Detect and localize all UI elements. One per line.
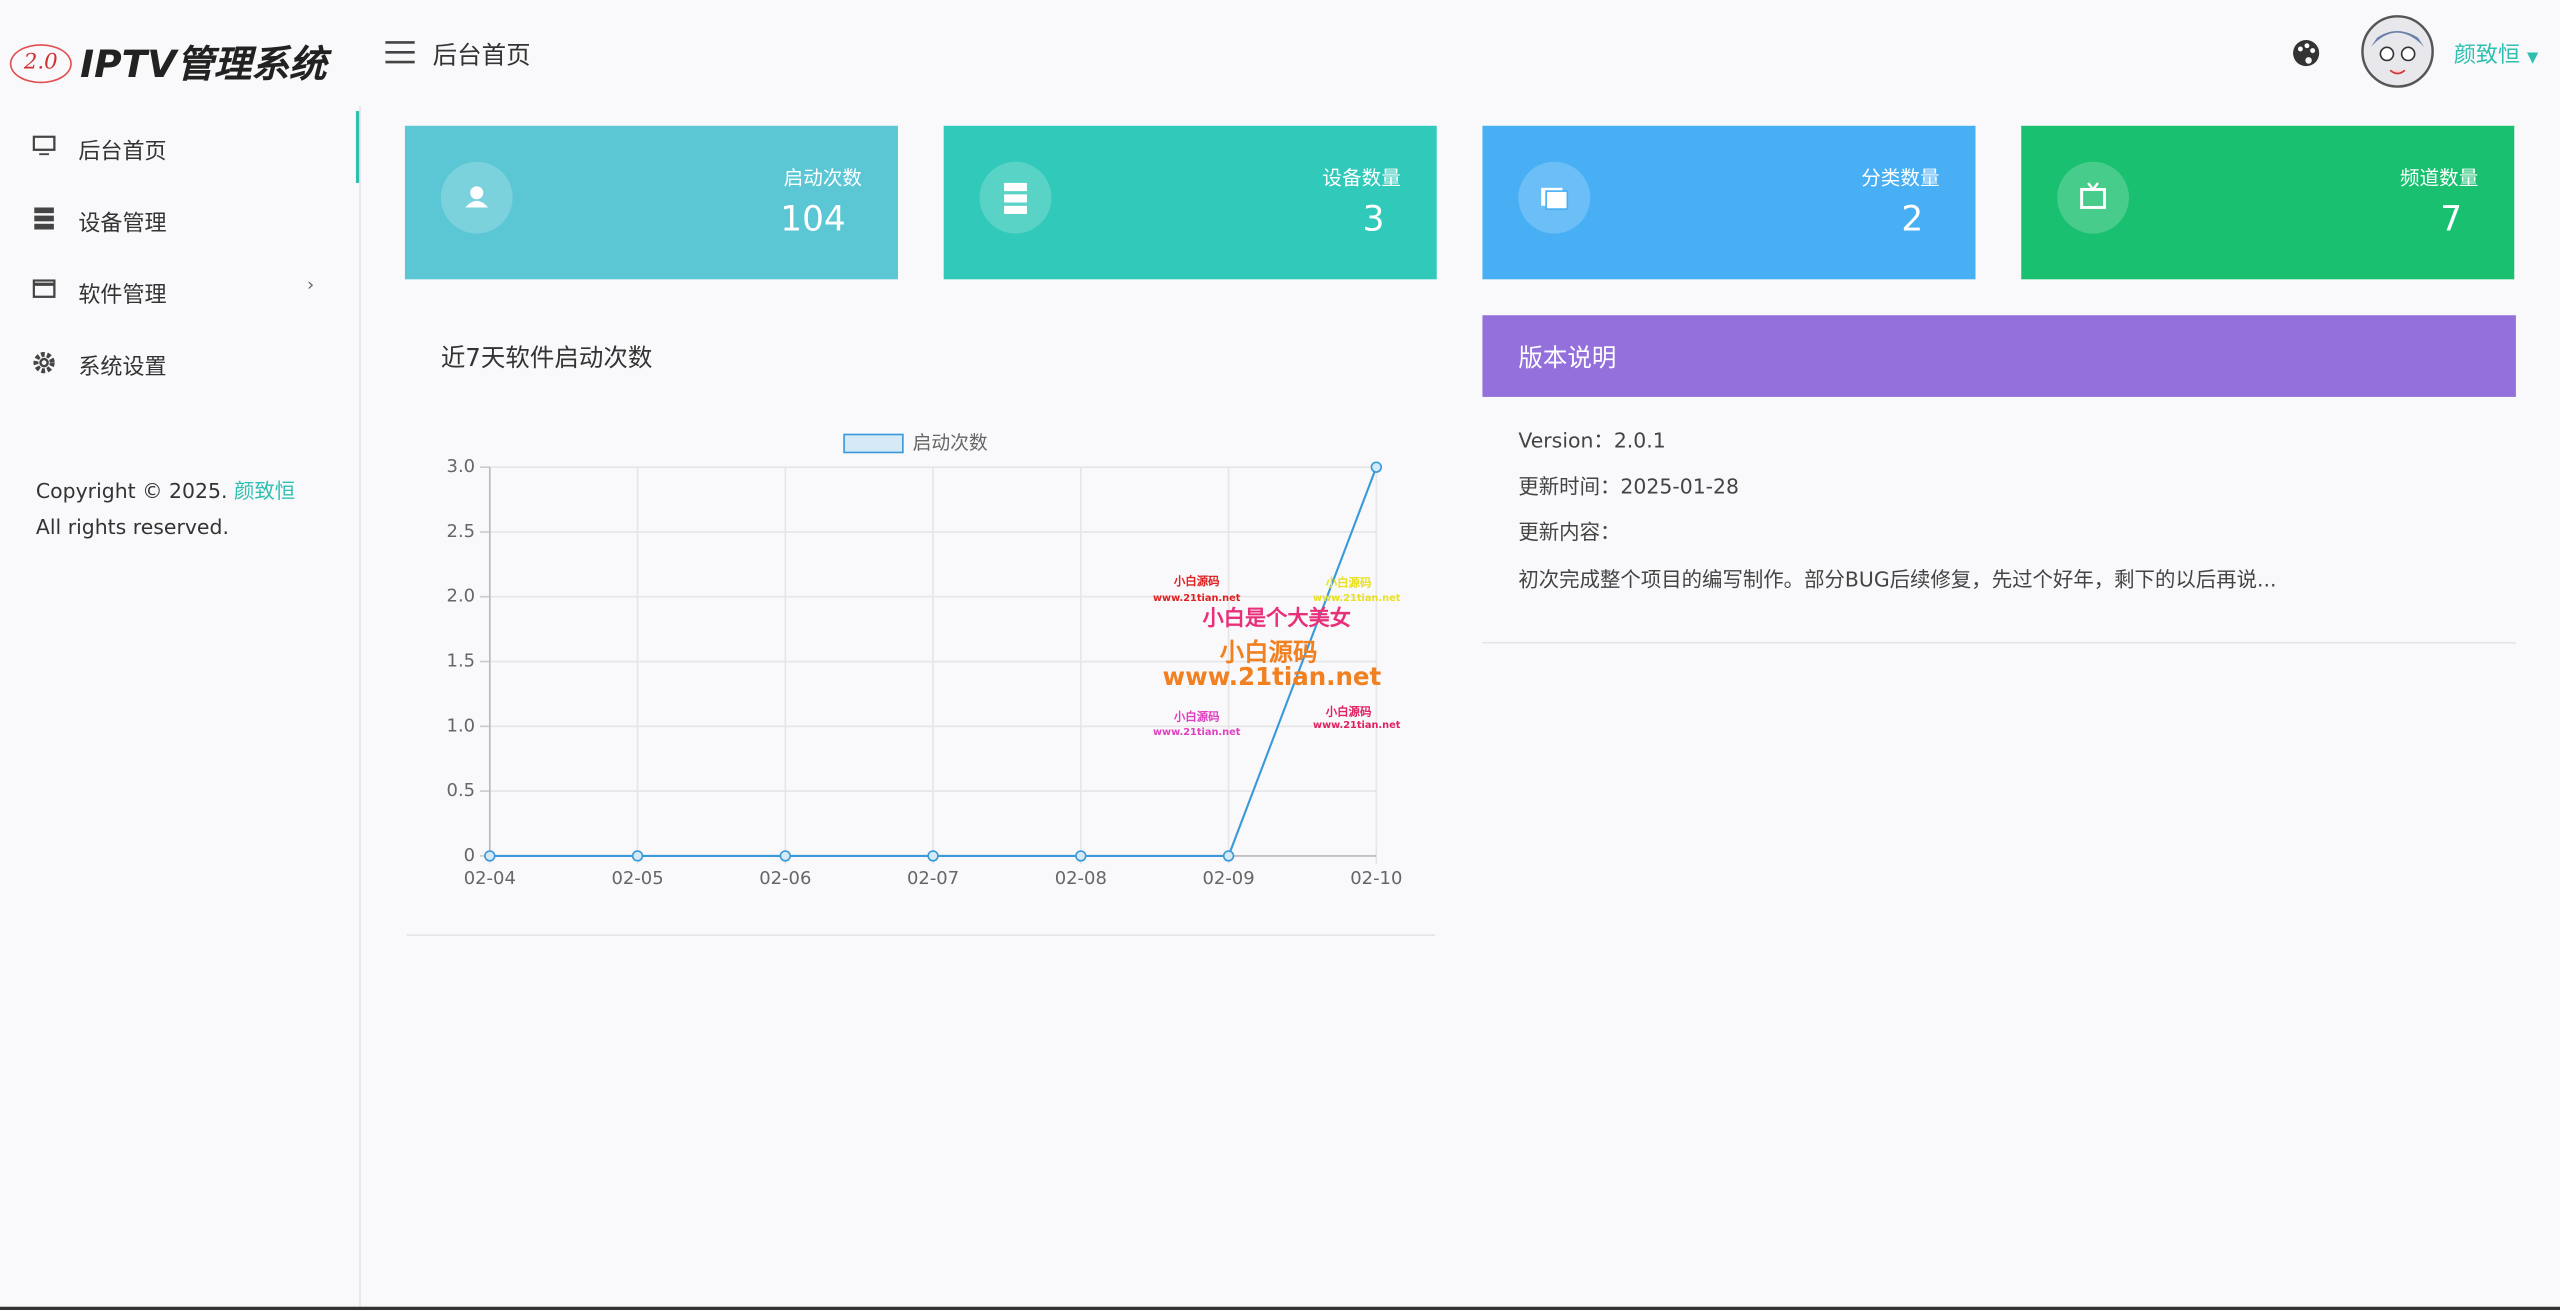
point [484, 850, 496, 862]
y-tick-label: 0.5 [447, 780, 476, 801]
logo[interactable]: 2.0 IPTV管理系统 [9, 33, 327, 87]
stat-card: 启动次数 104 [404, 125, 898, 280]
point [927, 850, 939, 862]
legend-label: 启动次数 [913, 432, 988, 454]
theme-icon[interactable] [2292, 39, 2320, 67]
icon [32, 135, 56, 156]
version-line: 初次完成整个项目的编写制作。部分BUG后续修复，先过个好年，剩下的以后再说... [1518, 566, 2277, 592]
watermark: 小白源码 [1325, 705, 1372, 719]
x-tick-label: 02-04 [464, 868, 516, 889]
x-tick-label: 02-10 [1350, 868, 1402, 889]
stat-label: 分类数量 [1861, 166, 1940, 190]
y-tick-label: 0 [464, 845, 475, 866]
watermark: 小白源码 [1220, 637, 1318, 666]
watermark: www.21tian.net [1153, 727, 1241, 738]
menu-item[interactable]: 软件管理 › [0, 255, 359, 327]
y-tick-label: 2.5 [447, 521, 476, 542]
menu-toggle[interactable] [385, 39, 418, 65]
version-line: Version：2.0.1 [1518, 427, 1666, 453]
panel-border [406, 934, 1436, 936]
version-line: 更新时间：2025-01-28 [1518, 473, 1740, 499]
menu-label: 后台首页 [78, 138, 167, 165]
stat-value: 2 [1901, 199, 1924, 239]
breadcrumb: 后台首页 [432, 40, 531, 71]
y-tick-label: 1.0 [447, 715, 476, 736]
x-tick-label: 02-08 [1055, 868, 1107, 889]
x-tick-label: 02-09 [1202, 868, 1254, 889]
watermark: www.21tian.net [1162, 662, 1381, 691]
watermark: www.21tian.net [1153, 593, 1241, 604]
stat-icon [979, 161, 1052, 234]
user-name-text: 颜致恒 [2453, 42, 2520, 69]
stat-value: 7 [2440, 199, 2463, 239]
stat-label: 频道数量 [2399, 166, 2479, 190]
sidebar-border [359, 106, 361, 1310]
stat-card: 频道数量 7 [2021, 125, 2515, 280]
icon [32, 279, 56, 298]
avatar[interactable] [2361, 15, 2434, 89]
watermark: www.21tian.net [1313, 720, 1401, 731]
menu-label: 设备管理 [78, 210, 167, 237]
x-tick-label: 02-07 [907, 868, 959, 889]
icon [33, 352, 55, 374]
menu-item[interactable]: 后台首页 [0, 111, 360, 183]
version-line: 更新内容： [1518, 519, 1621, 544]
copyright: Copyright © 2025. 颜致恒 All rights reserve… [36, 474, 314, 546]
version-title: 版本说明 [1518, 343, 1617, 373]
x-tick-label: 02-06 [759, 868, 811, 889]
menu-label: 系统设置 [78, 354, 167, 381]
panel-border [1482, 641, 2516, 644]
bottom-edge [0, 1306, 2560, 1310]
logo-badge: 2.0 [9, 43, 72, 83]
stat-value: 104 [780, 199, 846, 239]
stat-icon [440, 161, 513, 234]
point [631, 850, 644, 862]
user-name[interactable]: 颜致恒 ▼ [2453, 36, 2539, 69]
watermark: 小白源码 [1325, 576, 1372, 590]
caret: ▼ [2527, 50, 2539, 67]
chevron: › [306, 274, 315, 296]
chart-title: 近7天软件启动次数 [440, 343, 653, 373]
logo-text: IPTV管理系统 [80, 44, 327, 87]
copyright-text: All rights reserved. [35, 514, 229, 540]
stat-value: 3 [1362, 199, 1385, 239]
stat-card: 分类数量 2 [1482, 125, 1976, 280]
stat-icon [2057, 161, 2129, 234]
stat-icon [1518, 161, 1591, 234]
stat-card: 设备数量 3 [943, 125, 1437, 280]
y-tick-label: 3.0 [447, 456, 476, 477]
watermark: 小白是个大美女 [1202, 605, 1351, 631]
menu-item[interactable]: 设备管理 [0, 183, 359, 255]
y-tick-label: 1.5 [447, 651, 476, 672]
x-tick-label: 02-05 [611, 868, 663, 889]
active-bar [355, 111, 360, 183]
stat-label: 启动次数 [783, 166, 863, 190]
watermark: www.21tian.net [1313, 593, 1401, 604]
copyright-link[interactable]: 颜致恒 [233, 478, 296, 504]
point [779, 850, 792, 862]
legend-swatch [843, 433, 904, 454]
menu-item[interactable]: 系统设置 [0, 327, 359, 399]
watermark: 小白源码 [1173, 710, 1220, 724]
y-tick-label: 2.0 [447, 586, 476, 607]
menu-label: 软件管理 [78, 282, 167, 309]
icon [34, 207, 54, 230]
version-header: 版本说明 [1482, 315, 2516, 397]
watermark: 小白源码 [1173, 574, 1220, 588]
copyright-text: Copyright © 2025. [35, 478, 234, 504]
stat-label: 设备数量 [1322, 166, 1401, 190]
point [1075, 850, 1087, 862]
point [1370, 461, 1383, 473]
point [1222, 850, 1235, 862]
